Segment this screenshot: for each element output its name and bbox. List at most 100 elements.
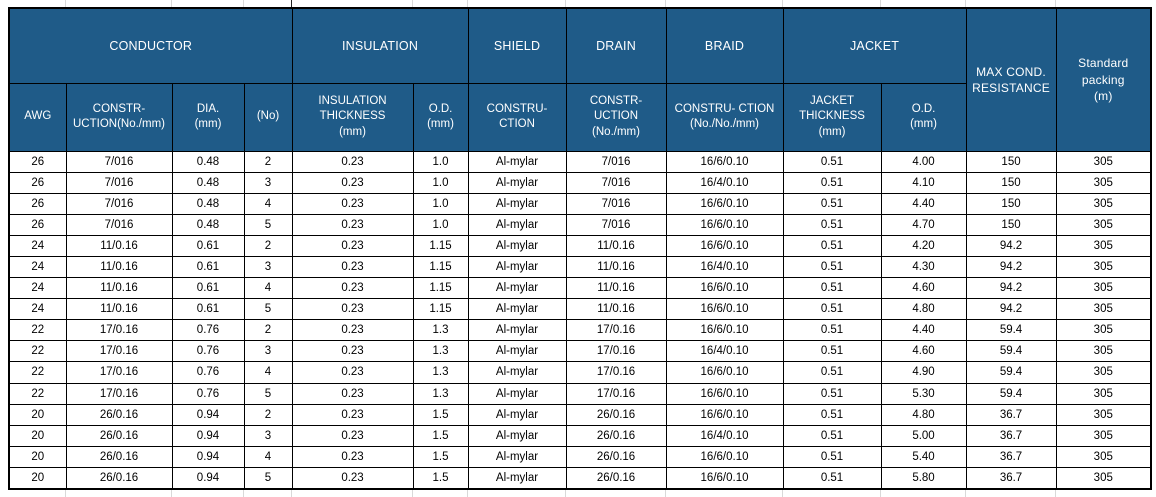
table-cell: 24 xyxy=(8,234,67,257)
table-cell: 16/4/0.10 xyxy=(665,171,784,194)
sheet-gridline xyxy=(412,489,413,497)
table-cell: 305 xyxy=(1055,277,1152,300)
table-cell: 4.90 xyxy=(880,361,967,384)
sheet-gridline xyxy=(243,489,244,497)
table-cell: 26/0.16 xyxy=(565,403,667,426)
sheet-gridline xyxy=(880,0,881,7)
table-cell: 0.23 xyxy=(291,234,414,257)
table-cell: 1.0 xyxy=(412,213,469,236)
table-cell: 0.23 xyxy=(291,277,414,300)
table-cell: 4.10 xyxy=(880,171,967,194)
table-cell: 0.48 xyxy=(171,150,245,173)
table-row: 26 7/016 0.48 2 0.23 1.0 Al-mylar 7/016 16/6/0.1… xyxy=(8,150,1152,173)
table-cell: 94.2 xyxy=(965,298,1057,321)
table-cell: Al-mylar xyxy=(467,319,567,342)
table-cell: Al-mylar xyxy=(467,213,567,236)
header-braid: BRAID xyxy=(665,7,784,84)
table-cell: 5.40 xyxy=(880,445,967,468)
table-row: 24 11/0.16 0.61 2 0.23 1.15 Al-mylar 11/0.16 16/… xyxy=(8,234,1152,257)
table-cell: Al-mylar xyxy=(467,361,567,384)
table-cell: 20 xyxy=(8,445,67,468)
table-cell: 305 xyxy=(1055,171,1152,194)
table-cell: 0.94 xyxy=(171,403,245,426)
table-cell: 305 xyxy=(1055,424,1152,447)
table-cell: 0.51 xyxy=(782,382,882,405)
table-cell: 1.15 xyxy=(412,298,469,321)
table-cell: 17/0.16 xyxy=(565,319,667,342)
sheet-gridline xyxy=(565,0,566,7)
subheader-drain-construction: CONSTR- UCTION (No./mm) xyxy=(565,82,667,152)
table-cell: 305 xyxy=(1055,192,1152,215)
table-cell: 7/016 xyxy=(565,192,667,215)
table-cell: 4.30 xyxy=(880,255,967,279)
sheet-gridline xyxy=(412,0,413,7)
subheader-conductor-no: (No) xyxy=(243,82,293,152)
header-drain: DRAIN xyxy=(565,7,667,84)
table-cell: Al-mylar xyxy=(467,234,567,257)
table-cell: 305 xyxy=(1055,340,1152,363)
table-cell: 3 xyxy=(243,171,293,194)
sheet-gridline xyxy=(467,489,468,497)
table-cell: 0.48 xyxy=(171,171,245,194)
table-cell: 16/6/0.10 xyxy=(665,150,784,173)
table-cell: 20 xyxy=(8,466,67,490)
table-cell: 0.51 xyxy=(782,150,882,173)
subheader-jacket-thickness: JACKET THICKNESS (mm) xyxy=(782,82,882,152)
table-cell: 5.80 xyxy=(880,466,967,490)
table-cell: 22 xyxy=(8,319,67,342)
table-row: 20 26/0.16 0.94 4 0.23 1.5 Al-mylar 26/0.16 16/6… xyxy=(8,445,1152,468)
sheet-gridline xyxy=(171,0,172,7)
table-body: 26 7/016 0.48 2 0.23 1.0 Al-mylar 7/016 16/6/0.1… xyxy=(8,150,1152,490)
table-cell: 5 xyxy=(243,382,293,405)
table-cell: 150 xyxy=(965,150,1057,173)
table-cell: Al-mylar xyxy=(467,340,567,363)
table-cell: 2 xyxy=(243,319,293,342)
table-cell: 11/0.16 xyxy=(65,277,173,300)
table-cell: Al-mylar xyxy=(467,192,567,215)
table-cell: 11/0.16 xyxy=(565,298,667,321)
table-cell: 0.23 xyxy=(291,403,414,426)
table-row: 20 26/0.16 0.94 3 0.23 1.5 Al-mylar 26/0.16 16/4… xyxy=(8,424,1152,447)
sheet-gridline xyxy=(782,489,783,497)
table-cell: 26/0.16 xyxy=(65,424,173,447)
table-cell: 150 xyxy=(965,213,1057,236)
table-row: 26 7/016 0.48 4 0.23 1.0 Al-mylar 7/016 16/6/0.1… xyxy=(8,192,1152,215)
table-cell: 0.23 xyxy=(291,255,414,279)
table-cell: 16/4/0.10 xyxy=(665,424,784,447)
table-cell: 16/6/0.10 xyxy=(665,277,784,300)
table-cell: 0.94 xyxy=(171,445,245,468)
table-cell: Al-mylar xyxy=(467,298,567,321)
table-cell: Al-mylar xyxy=(467,424,567,447)
table-cell: 24 xyxy=(8,298,67,321)
table-cell: 4 xyxy=(243,445,293,468)
table-cell: 0.61 xyxy=(171,277,245,300)
table-cell: 0.76 xyxy=(171,361,245,384)
table-cell: 1.0 xyxy=(412,192,469,215)
subheader-awg: AWG xyxy=(8,82,67,152)
table-row: 26 7/016 0.48 5 0.23 1.0 Al-mylar 7/016 16/6/0.1… xyxy=(8,213,1152,236)
subheader-conductor-construction: CONSTR- UCTION(No./mm) xyxy=(65,82,173,152)
sheet-gridline xyxy=(65,0,66,7)
table-cell: 94.2 xyxy=(965,277,1057,300)
table-cell: 16/6/0.10 xyxy=(665,298,784,321)
table-cell: 26 xyxy=(8,192,67,215)
table-cell: 4.70 xyxy=(880,213,967,236)
table-cell: 24 xyxy=(8,255,67,279)
sheet-gridline xyxy=(965,0,966,7)
table-cell: 22 xyxy=(8,361,67,384)
table-cell: 1.0 xyxy=(412,150,469,173)
table-cell: 4.60 xyxy=(880,277,967,300)
table-row: 22 17/0.16 0.76 2 0.23 1.3 Al-mylar 17/0.16 16/6… xyxy=(8,319,1152,342)
header-shield: SHIELD xyxy=(467,7,567,84)
sheet-gridline xyxy=(171,489,172,497)
table-cell: Al-mylar xyxy=(467,445,567,468)
table-cell: 7/016 xyxy=(65,192,173,215)
sheet-gridline xyxy=(665,489,666,497)
table-cell: 1.5 xyxy=(412,424,469,447)
table-cell: 16/6/0.10 xyxy=(665,445,784,468)
sheet-gridline xyxy=(1055,0,1056,7)
table-cell: 24 xyxy=(8,277,67,300)
table-cell: 0.48 xyxy=(171,213,245,236)
table-cell: 0.23 xyxy=(291,213,414,236)
sheet-gridline xyxy=(665,0,666,7)
